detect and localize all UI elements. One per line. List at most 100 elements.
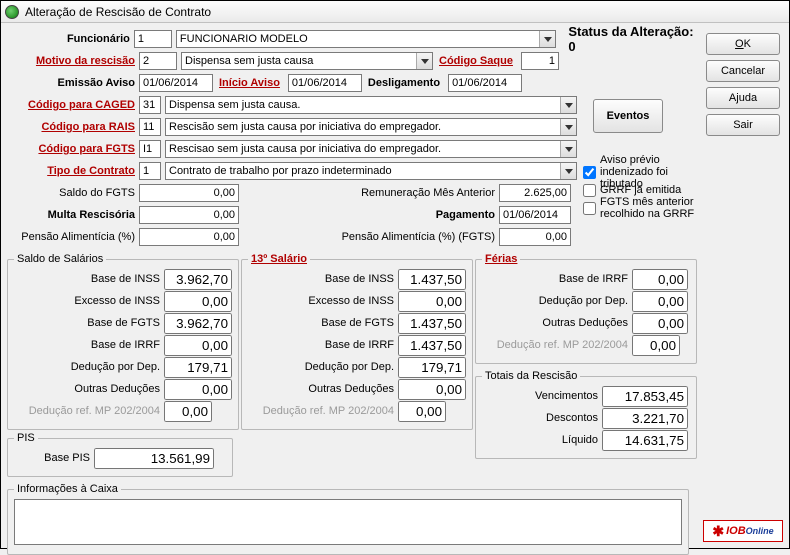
saldo-base-irrf[interactable] (164, 335, 232, 356)
sair-button[interactable]: Sair (706, 114, 780, 136)
legend-ferias[interactable]: Férias (482, 253, 520, 265)
caged-combo[interactable]: Dispensa sem justa causa. (165, 96, 577, 114)
chk-fgts[interactable] (583, 202, 596, 215)
chk-grrf[interactable] (583, 184, 596, 197)
funcionario-combo[interactable]: FUNCIONARIO MODELO (176, 30, 556, 48)
lbl-exc-inss: Excesso de INSS (14, 295, 164, 307)
lbl-d-base-inss: Base de INSS (248, 273, 398, 285)
label-funcionario: Funcionário (7, 33, 134, 45)
motivo-combo-text: Dispensa sem justa causa (185, 55, 313, 67)
chevron-down-icon[interactable] (539, 31, 555, 47)
ferias-ded-mp[interactable] (632, 335, 680, 356)
ajuda-button[interactable]: Ajuda (706, 87, 780, 109)
label-rais[interactable]: Código para RAIS (7, 121, 139, 133)
pensao-fgts-input[interactable] (499, 228, 571, 246)
app-window: Alteração de Rescisão de Contrato Funcio… (0, 0, 790, 549)
saldo-fgts-input[interactable] (139, 184, 239, 202)
inicio-aviso-input[interactable] (288, 74, 362, 92)
caged-id-input[interactable] (139, 96, 161, 114)
pensao-input[interactable] (139, 228, 239, 246)
eventos-button[interactable]: Eventos (593, 99, 663, 133)
label-desligamento: Desligamento (368, 77, 444, 89)
fieldset-pis: PIS Base PIS (7, 432, 233, 477)
multa-input[interactable] (139, 206, 239, 224)
lbl-ded-mp: Dedução ref. MP 202/2004 (14, 405, 164, 417)
totais-desc[interactable] (602, 408, 688, 429)
legend-totais: Totais da Rescisão (482, 370, 580, 382)
lbl-outras-ded: Outras Deduções (14, 383, 164, 395)
pagamento-input[interactable] (499, 206, 571, 224)
funcionario-id-input[interactable] (134, 30, 172, 48)
chk-aviso-row[interactable]: Aviso prévio indenizado foi tributado (583, 163, 699, 181)
saldo-ded-dep[interactable] (164, 357, 232, 378)
saldo-exc-inss[interactable] (164, 291, 232, 312)
ferias-base-irrf[interactable] (632, 269, 688, 290)
chevron-down-icon[interactable] (416, 53, 432, 69)
label-pensao-fgts: Pensão Alimentícia (%) (FGTS) (239, 231, 499, 243)
codigo-saque-input[interactable] (521, 52, 559, 70)
fieldset-ferias: Férias Base de IRRF Dedução por Dep. Out… (475, 253, 697, 364)
fieldset-totais: Totais da Rescisão Vencimentos Descontos… (475, 370, 697, 459)
saldo-base-fgts[interactable] (164, 313, 232, 334)
lbl-f-ded-dep: Dedução por Dep. (482, 295, 632, 307)
label-codigo-saque[interactable]: Código Saque (439, 55, 517, 67)
motivo-combo[interactable]: Dispensa sem justa causa (181, 52, 433, 70)
decimo-outras-ded[interactable] (398, 379, 466, 400)
decimo-base-fgts[interactable] (398, 313, 466, 334)
tipo-combo-text: Contrato de trabalho por prazo indetermi… (169, 165, 392, 177)
rais-id-input[interactable] (139, 118, 161, 136)
fgts-combo[interactable]: Rescisao sem justa causa por iniciativa … (165, 140, 577, 158)
chevron-down-icon[interactable] (560, 163, 576, 179)
lbl-base-fgts: Base de FGTS (14, 317, 164, 329)
label-inicio-aviso[interactable]: Início Aviso (219, 77, 284, 89)
ok-button[interactable]: OK (706, 33, 780, 55)
rais-combo[interactable]: Rescisão sem justa causa por iniciativa … (165, 118, 577, 136)
ferias-outras-ded[interactable] (632, 313, 688, 334)
tipo-id-input[interactable] (139, 162, 161, 180)
decimo-ded-dep[interactable] (398, 357, 466, 378)
cancelar-button[interactable]: Cancelar (706, 60, 780, 82)
emissao-aviso-input[interactable] (139, 74, 213, 92)
label-motivo[interactable]: Motivo da rescisão (7, 55, 139, 67)
caged-combo-text: Dispensa sem justa causa. (169, 99, 300, 111)
chk-fgts-row[interactable]: FGTS mês anterior recolhido na GRRF (583, 199, 699, 217)
legend-info: Informações à Caixa (14, 483, 121, 495)
tipo-combo[interactable]: Contrato de trabalho por prazo indetermi… (165, 162, 577, 180)
desligamento-input[interactable] (448, 74, 522, 92)
totais-venc[interactable] (602, 386, 688, 407)
lbl-f-outras-ded: Outras Deduções (482, 317, 632, 329)
totais-liq[interactable] (602, 430, 688, 451)
ferias-ded-dep[interactable] (632, 291, 688, 312)
lbl-f-ded-mp: Dedução ref. MP 202/2004 (482, 339, 632, 351)
lbl-base-pis: Base PIS (14, 452, 94, 464)
saldo-base-inss[interactable] (164, 269, 232, 290)
decimo-base-irrf[interactable] (398, 335, 466, 356)
label-tipo-contrato[interactable]: Tipo de Contrato (7, 165, 139, 177)
titlebar[interactable]: Alteração de Rescisão de Contrato (1, 1, 789, 23)
label-saldo-fgts: Saldo do FGTS (7, 187, 139, 199)
saldo-ded-mp[interactable] (164, 401, 212, 422)
chevron-down-icon[interactable] (560, 141, 576, 157)
app-icon (5, 5, 19, 19)
decimo-exc-inss[interactable] (398, 291, 466, 312)
chk-aviso[interactable] (583, 166, 596, 179)
chevron-down-icon[interactable] (560, 119, 576, 135)
label-fgts[interactable]: Código para FGTS (7, 143, 139, 155)
base-pis-input[interactable] (94, 448, 214, 469)
decimo-base-inss[interactable] (398, 269, 466, 290)
remun-anterior-input[interactable] (499, 184, 571, 202)
chk-grrf-label: GRRF já emitida (600, 184, 681, 196)
legend-decimo[interactable]: 13º Salário (248, 253, 310, 265)
lbl-d-exc-inss: Excesso de INSS (248, 295, 398, 307)
fieldset-info-caixa: Informações à Caixa (7, 483, 689, 555)
label-caged[interactable]: Código para CAGED (7, 99, 139, 111)
saldo-outras-ded[interactable] (164, 379, 232, 400)
decimo-ded-mp[interactable] (398, 401, 446, 422)
motivo-id-input[interactable] (139, 52, 177, 70)
info-caixa-textarea[interactable] (14, 499, 682, 545)
label-multa: Multa Rescisória (7, 209, 139, 221)
legend-pis: PIS (14, 432, 38, 444)
fgts-id-input[interactable] (139, 140, 161, 158)
columns: Saldo de Salários Base de INSS Excesso d… (7, 253, 699, 477)
chevron-down-icon[interactable] (560, 97, 576, 113)
